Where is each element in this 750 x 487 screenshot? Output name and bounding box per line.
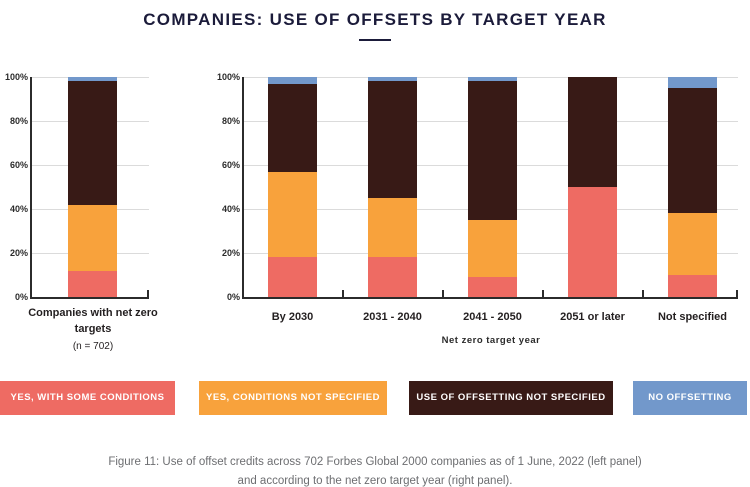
y-tick-label: 80% xyxy=(9,116,28,126)
legend-item-yes-with-some-conditions: YES, WITH SOME CONDITIONS xyxy=(0,381,175,415)
y-tick-label: 60% xyxy=(221,160,240,170)
x-category-label: 2051 or later xyxy=(560,311,625,323)
title-underline xyxy=(359,39,391,41)
x-category-label: Not specified xyxy=(657,311,728,323)
bar-segment xyxy=(368,77,417,82)
bar-segment xyxy=(268,257,317,297)
bar-segment xyxy=(68,270,117,297)
bar-segment xyxy=(668,88,717,214)
x-axis-tick xyxy=(441,290,444,297)
y-tick-label: 20% xyxy=(9,248,28,258)
bar-segment xyxy=(368,81,417,198)
bar-segment xyxy=(268,83,317,172)
x-axis-title: Net zero target year xyxy=(441,335,541,346)
bar-segment xyxy=(68,77,117,82)
left-panel-plot: Companies with net zero targets (n = 702… xyxy=(5,72,158,352)
y-tick-label: 40% xyxy=(221,204,240,214)
bar-segment xyxy=(668,213,717,275)
x-axis-tick xyxy=(541,290,544,297)
figure-title: COMPANIES: USE OF OFFSETS BY TARGET YEAR xyxy=(143,10,607,29)
bar-segment xyxy=(368,257,417,297)
bar-segment xyxy=(468,277,517,297)
x-axis-end-tick xyxy=(736,290,738,297)
caption-line-2: and according to the net zero target yea… xyxy=(237,475,513,487)
bar-segment xyxy=(468,220,517,278)
x-category-label: By 2030 xyxy=(271,311,314,323)
y-tick-label: 40% xyxy=(9,204,28,214)
bar-segment xyxy=(68,204,117,271)
bar-segment xyxy=(268,171,317,258)
bar-segment xyxy=(268,77,317,84)
legend-item-no-offsetting: NO OFFSETTING xyxy=(633,381,747,415)
legend-item-yes-conditions-not-specified: YES, CONDITIONS NOT SPECIFIED xyxy=(199,381,387,415)
legend: YES, WITH SOME CONDITIONS YES, CONDITIONS… xyxy=(0,381,750,415)
x-category-label: 2031 - 2040 xyxy=(363,311,422,323)
bar-segment xyxy=(568,77,617,187)
right-panel-plot: Net zero target year 0% 20% 40% 60% 80% 100% B… xyxy=(217,72,738,346)
legend-item-use-of-offsetting-not-specified: USE OF OFFSETTING NOT SPECIFIED xyxy=(409,381,613,415)
y-tick-label: 60% xyxy=(9,160,28,170)
bar-segment xyxy=(68,81,117,205)
bar-segment xyxy=(668,275,717,297)
figure-caption: Figure 11: Use of offset credits across … xyxy=(0,453,750,487)
x-axis-tick xyxy=(641,290,644,297)
y-tick-label: 80% xyxy=(221,116,240,126)
y-tick-label: 0% xyxy=(226,292,240,302)
x-category-label: 2041 - 2050 xyxy=(463,311,522,323)
x-axis-tick xyxy=(341,290,344,297)
y-tick-label: 100% xyxy=(4,72,28,82)
y-tick-label: 0% xyxy=(14,292,28,302)
bar-segment xyxy=(668,77,717,88)
x-axis-end-tick xyxy=(147,290,149,297)
caption-line-1: Figure 11: Use of offset credits across … xyxy=(108,456,642,468)
y-tick-label: 20% xyxy=(221,248,240,258)
bar-segment xyxy=(368,198,417,258)
left-category-label: Companies with net zero targets xyxy=(28,307,158,335)
bar-segment xyxy=(468,77,517,82)
left-category-note: (n = 702) xyxy=(72,341,114,352)
bar-segment xyxy=(568,187,617,297)
y-tick-label: 100% xyxy=(216,72,240,82)
bar-segment xyxy=(468,81,517,220)
